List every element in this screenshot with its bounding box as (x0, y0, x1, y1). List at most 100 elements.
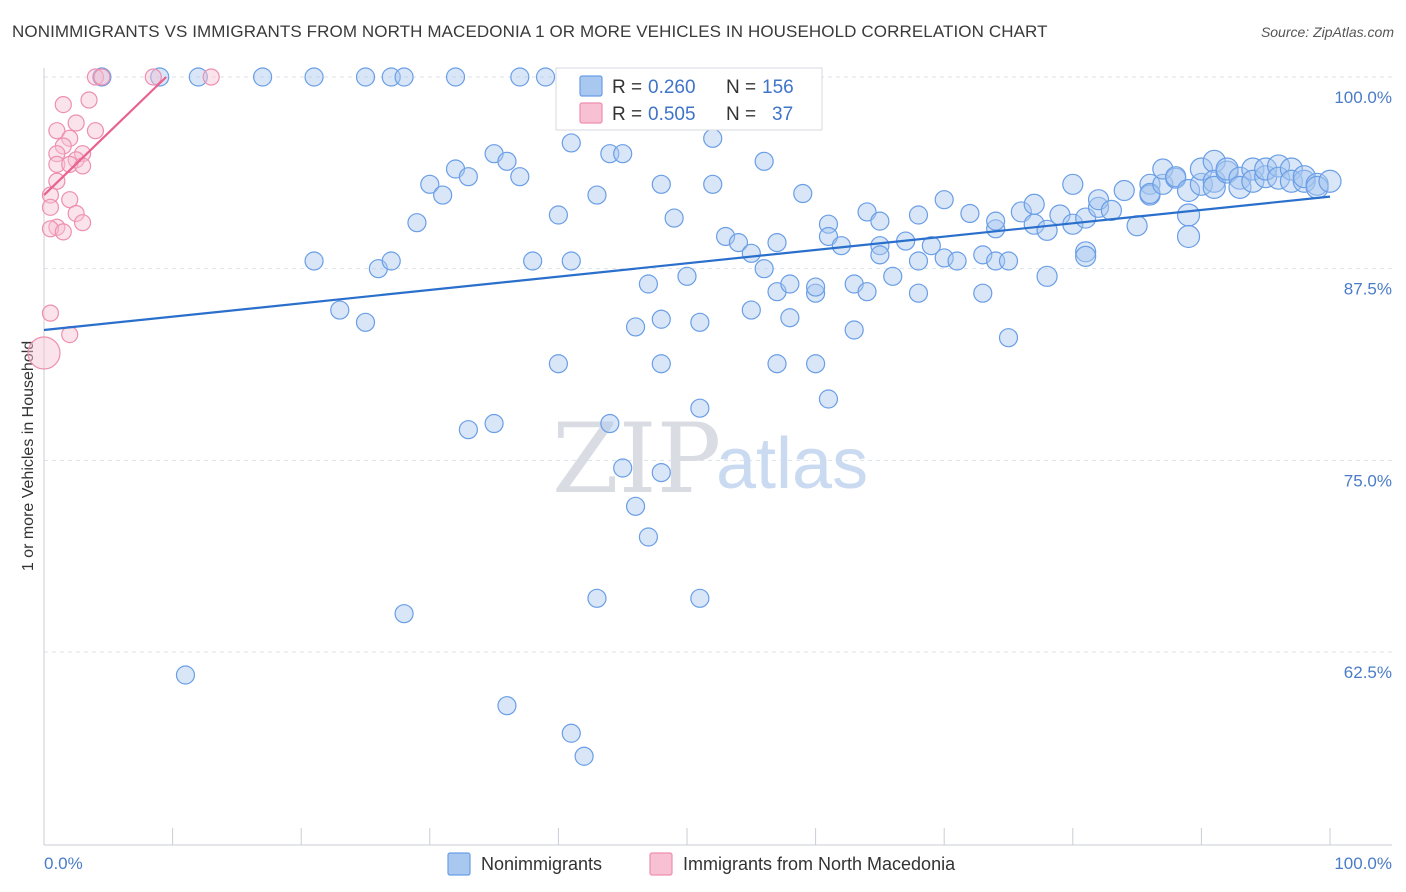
immigrants-trend-line (43, 76, 167, 196)
nonimmigrants-point (870, 245, 890, 265)
nonimmigrants-point (1126, 215, 1148, 237)
nonimmigrants-point (741, 243, 761, 263)
nonimmigrants-point (818, 389, 839, 409)
immigrants-point (86, 68, 105, 86)
nonimmigrants-points (92, 67, 1342, 766)
nonimmigrants-point (175, 665, 196, 685)
nonimmigrants-point (973, 283, 993, 303)
nonimmigrants-point (741, 300, 761, 320)
immigrants-points (27, 68, 220, 370)
nonimmigrants-point (1075, 245, 1097, 267)
nonimmigrants-point (433, 185, 453, 205)
nonimmigrants-point (908, 251, 929, 271)
nonimmigrants-point (651, 174, 671, 194)
nonimmigrants-point (1100, 199, 1122, 221)
nonimmigrants-point (1241, 169, 1265, 193)
nonimmigrants-point (1075, 241, 1097, 263)
legend-n-value-pink: 37 (772, 104, 793, 125)
y-axis-label: 1 or more Vehicles in Household (20, 341, 37, 571)
nonimmigrants-point (1189, 157, 1214, 181)
nonimmigrants-point (664, 208, 684, 228)
nonimmigrants-point (677, 266, 697, 286)
immigrants-point (41, 220, 60, 238)
x-tick-label-max: 100.0% (1334, 854, 1392, 873)
nonimmigrants-point (1087, 196, 1110, 218)
watermark-zip: ZIP (552, 403, 721, 515)
watermark: ZIP atlas (552, 403, 868, 515)
nonimmigrants-point (1176, 224, 1201, 249)
nonimmigrants-point (510, 67, 530, 87)
legend-swatch-blue (579, 75, 603, 97)
chart-title: NONIMMIGRANTS VS IMMIGRANTS FROM NORTH M… (12, 22, 1048, 41)
immigrants-point (41, 198, 60, 216)
nonimmigrants-point (497, 696, 517, 716)
nonimmigrants-point (1215, 157, 1239, 181)
nonimmigrants-point (574, 746, 594, 766)
immigrants-point (80, 91, 98, 109)
nonimmigrants-point (767, 354, 787, 374)
immigrants-point (67, 204, 85, 223)
immigrants-point (54, 223, 72, 241)
series-legend-label-nonimmigrants: Nonimmigrants (481, 854, 602, 874)
axes (43, 68, 1392, 846)
nonimmigrants-point (1202, 169, 1226, 193)
immigrants-point (73, 214, 92, 232)
nonimmigrants-point (690, 398, 710, 418)
immigrants-point (73, 157, 92, 175)
nonimmigrants-point (857, 282, 877, 302)
nonimmigrants-point (844, 320, 864, 340)
nonimmigrants-point (394, 67, 414, 87)
nonimmigrants-point (484, 413, 504, 434)
nonimmigrants-point (1023, 193, 1045, 215)
nonimmigrants-point (407, 213, 427, 233)
nonimmigrants-point (1202, 175, 1226, 199)
nonimmigrants-point (793, 183, 813, 204)
immigrants-point (61, 191, 79, 209)
nonimmigrants-point (947, 251, 967, 271)
nonimmigrants-point (253, 67, 273, 87)
nonimmigrants-point (1113, 179, 1135, 202)
nonimmigrants-point (188, 67, 208, 87)
nonimmigrants-point (420, 174, 440, 194)
nonimmigrants-point (998, 251, 1019, 271)
trend-lines (43, 76, 1331, 332)
immigrants-point (93, 68, 111, 86)
nonimmigrants-point (1062, 173, 1084, 195)
nonimmigrants-point (908, 283, 929, 303)
nonimmigrants-point (1228, 175, 1252, 199)
y-tick-label: 75.0% (1344, 471, 1392, 490)
nonimmigrants-point (497, 151, 517, 171)
nonimmigrants-point (613, 144, 633, 164)
immigrants-point (202, 68, 220, 86)
nonimmigrants-point (445, 67, 466, 87)
nonimmigrants-point (870, 211, 890, 231)
nonimmigrants-point (728, 233, 749, 253)
nonimmigrants-point (934, 190, 954, 210)
watermark-atlas: atlas (716, 424, 868, 504)
nonimmigrants-trend-line (43, 195, 1331, 332)
nonimmigrants-point (703, 174, 723, 194)
immigrants-point (73, 145, 92, 163)
nonimmigrants-point (1152, 173, 1174, 195)
immigrants-point (86, 122, 105, 140)
stats-legend: R = 0.260 N = 156 R = 0.505 N = 37 (555, 67, 823, 131)
nonimmigrants-point (1279, 169, 1304, 193)
source-label: Source: ZipAtlas.com (1260, 24, 1394, 40)
nonimmigrants-point (960, 203, 980, 224)
nonimmigrants-point (355, 312, 376, 332)
nonimmigrants-point (1176, 178, 1201, 203)
series-legend-swatch-nonimmigrants (447, 852, 471, 876)
immigrants-point (61, 155, 79, 173)
nonimmigrants-point (1010, 201, 1032, 223)
nonimmigrants-point (883, 266, 903, 286)
nonimmigrants-point (703, 128, 723, 148)
nonimmigrants-point (986, 219, 1006, 239)
nonimmigrants-point (651, 309, 671, 329)
nonimmigrants-point (1176, 203, 1201, 227)
nonimmigrants-point (986, 211, 1006, 231)
nonimmigrants-point (548, 205, 569, 225)
nonimmigrants-point (613, 458, 633, 478)
nonimmigrants-point (805, 283, 826, 303)
legend-r-label-blue: R = (612, 77, 642, 98)
nonimmigrants-point (600, 413, 620, 434)
